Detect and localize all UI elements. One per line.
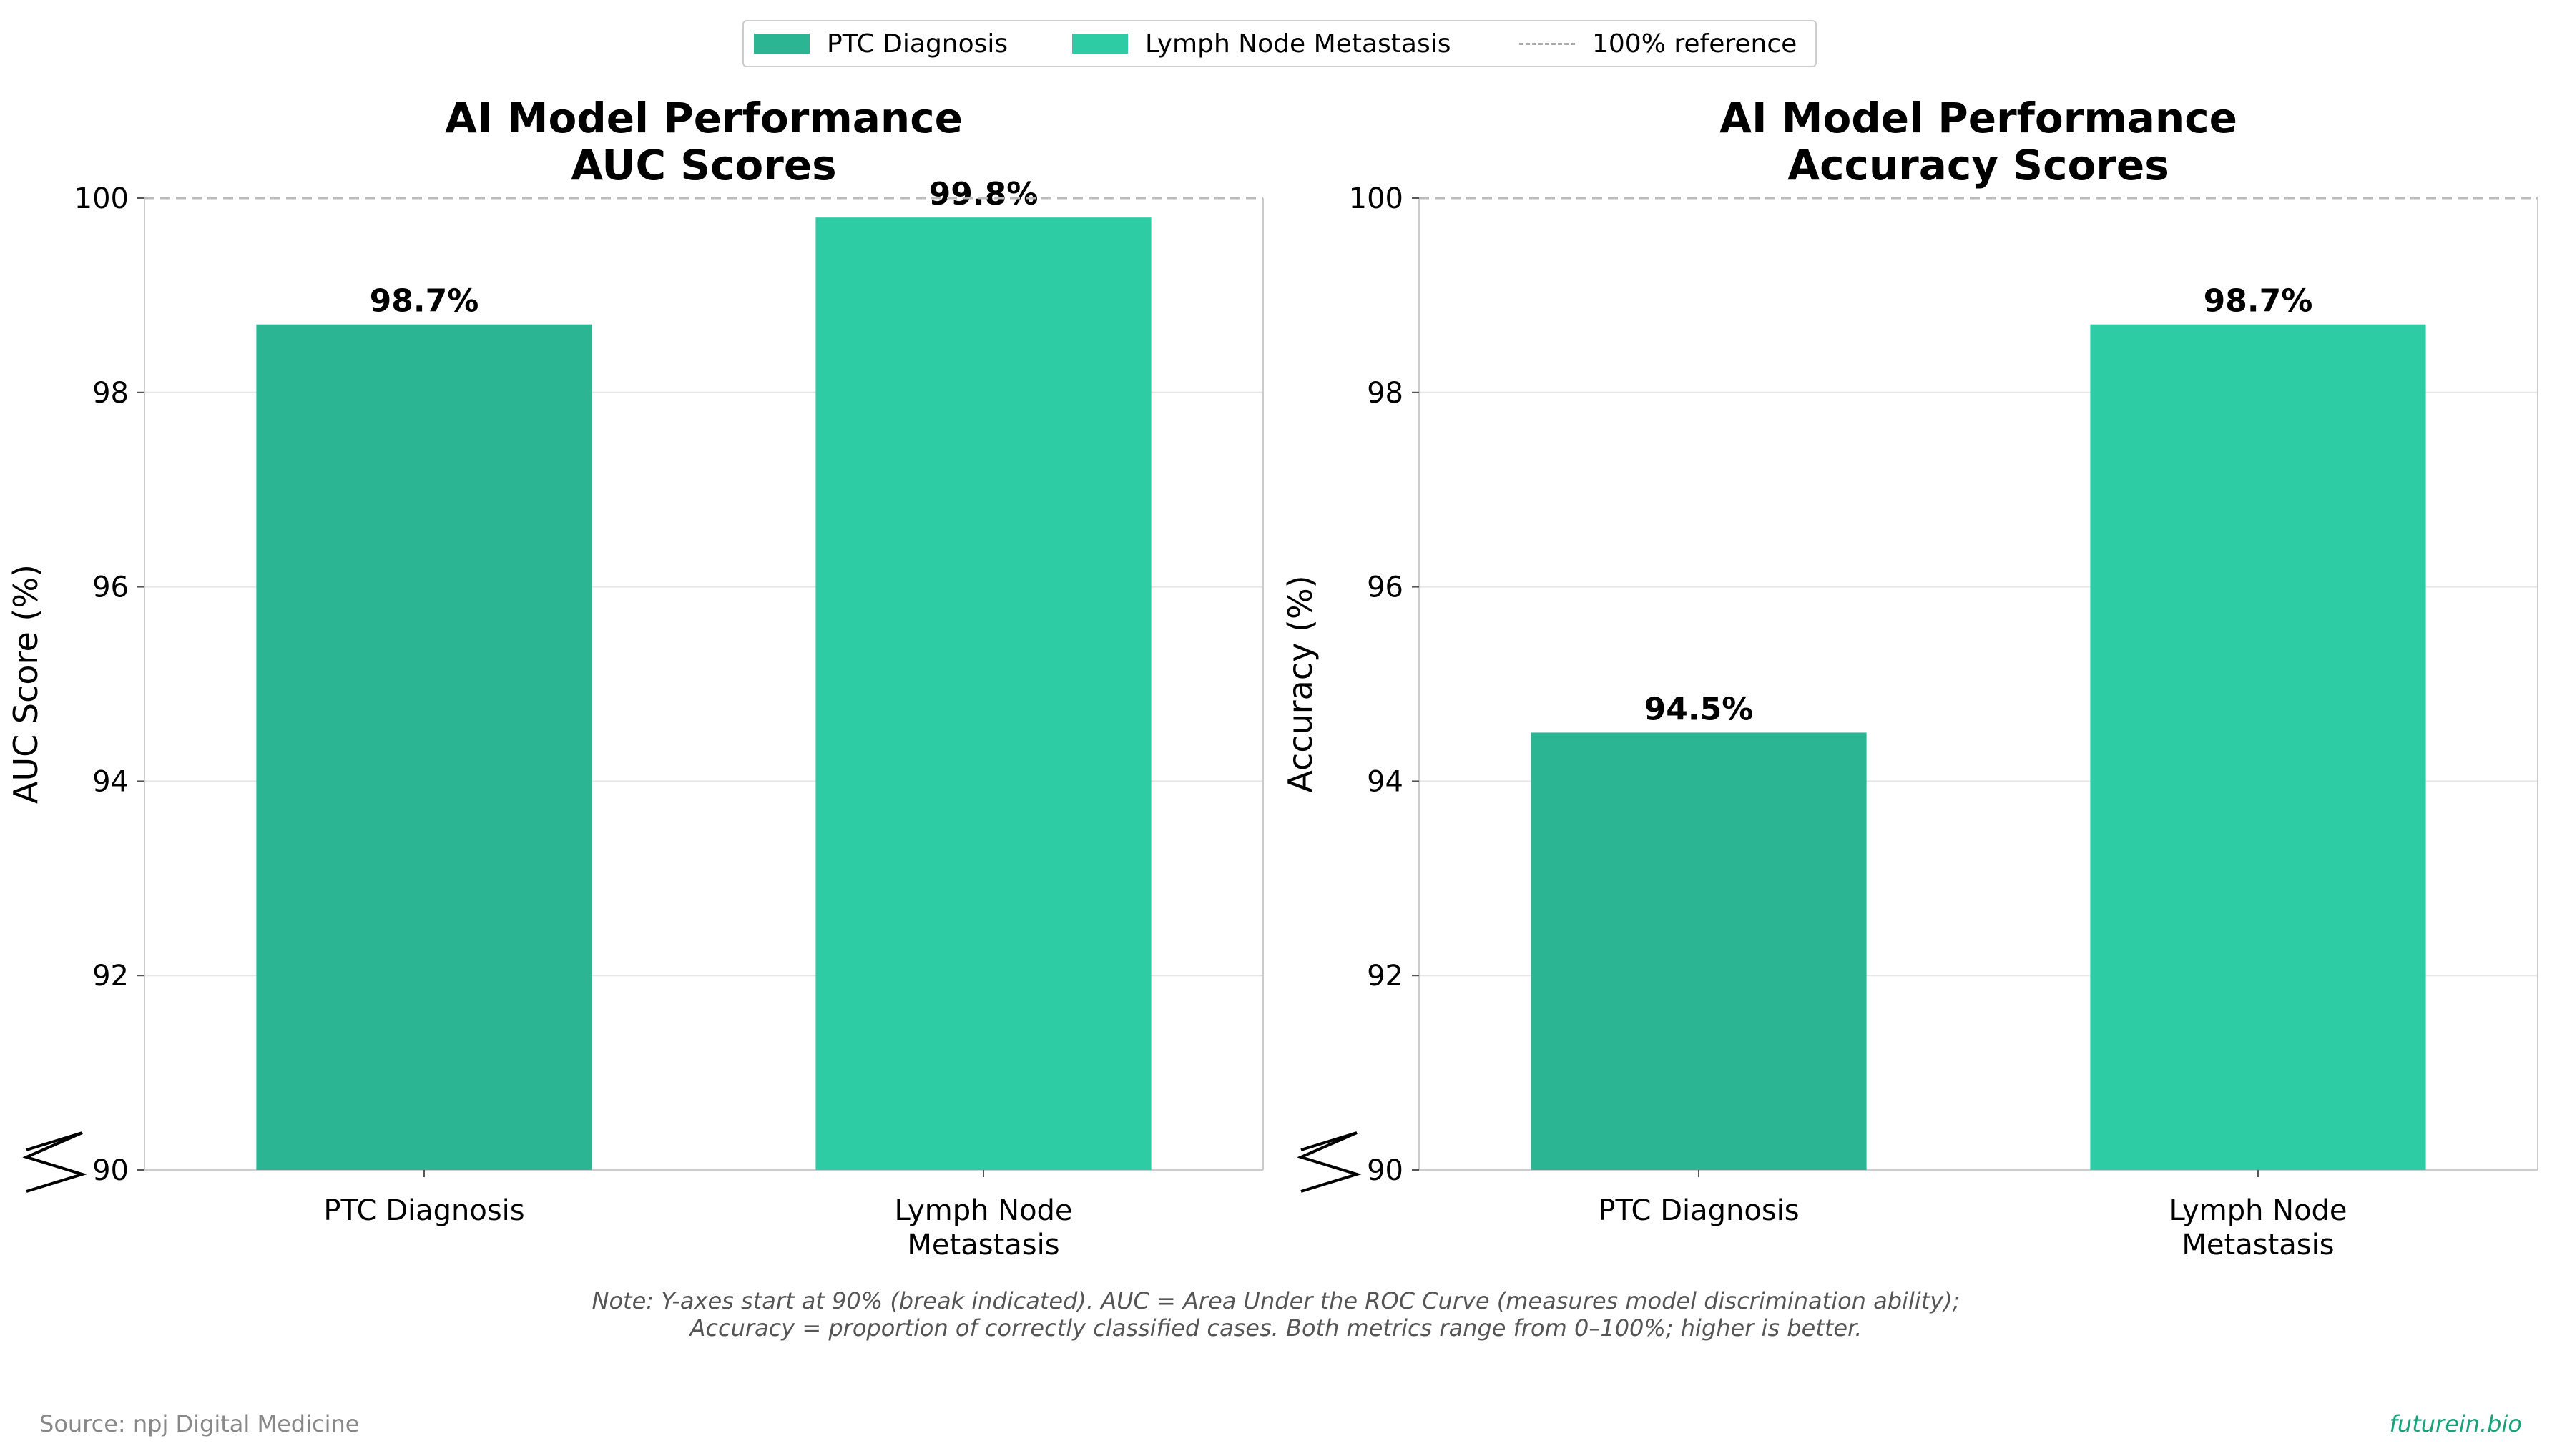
y-tick-label-2: 94 <box>1367 765 1403 798</box>
x-tick-label-line: PTC Diagnosis <box>323 1194 524 1227</box>
legend-swatch-ptc-diagnosis <box>754 34 810 54</box>
data-label-2: 99.8% <box>929 176 1039 212</box>
legend-label-reference: 100% reference <box>1592 29 1797 59</box>
footnote-line-2: Accuracy = proportion of correctly class… <box>689 1314 1863 1342</box>
legend-label-lymph-node-metastasis: Lymph Node Metastasis <box>1145 29 1451 59</box>
bar-1 <box>1531 732 1867 1170</box>
x-tick-label-1: PTC Diagnosis <box>323 1194 524 1227</box>
y-axis-label: AUC Score (%) <box>6 564 45 804</box>
x-tick-label-2: Lymph Node Metastasis <box>2169 1194 2347 1261</box>
x-tick-label-1: PTC Diagnosis <box>1598 1194 1799 1227</box>
y-tick-label-0: 90 <box>92 1154 129 1187</box>
y-tick-label-0: 90 <box>1367 1154 1403 1187</box>
bar-2 <box>815 217 1152 1171</box>
footnote-line-1: Note: Y-axes start at 90% (break indicat… <box>592 1287 1960 1314</box>
data-label-1: 98.7% <box>370 283 479 320</box>
x-tick-label-line: PTC Diagnosis <box>1598 1194 1799 1227</box>
chart-title-line-2: AUC Scores <box>571 141 836 190</box>
bar-1 <box>256 324 592 1170</box>
axis-break-mark <box>22 1131 87 1193</box>
legend-item-lymph-node-metastasis: Lymph Node Metastasis <box>1072 21 1451 66</box>
y-tick-label-4: 98 <box>92 377 129 410</box>
brand-credit: futurein.bio <box>2389 1410 2522 1437</box>
legend-swatch-lymph-node-metastasis <box>1072 34 1128 54</box>
x-tick-label-line: Lymph Node <box>894 1194 1072 1227</box>
legend-label-ptc-diagnosis: PTC Diagnosis <box>827 29 1008 59</box>
y-tick-label-5: 100 <box>1349 182 1403 215</box>
legend-dash-reference <box>1519 42 1575 45</box>
chart-panel-2: 94.5% PTC Diagnosis 98.7% Lymph Node Metasta… <box>1281 94 2538 1261</box>
x-tick-label-line: Lymph Node <box>2169 1194 2347 1227</box>
chart-title-line-2: Accuracy Scores <box>1787 141 2169 190</box>
data-label-2: 98.7% <box>2204 283 2313 320</box>
chart-title-line-1: AI Model Performance <box>445 94 963 142</box>
x-tick-label-line: Metastasis <box>2182 1229 2334 1261</box>
x-tick-label-2: Lymph Node Metastasis <box>894 1194 1072 1261</box>
y-tick-label-5: 100 <box>74 182 129 215</box>
y-tick-label-1: 92 <box>92 960 129 993</box>
x-tick-label-line: Metastasis <box>907 1229 1059 1261</box>
data-label-1: 94.5% <box>1644 691 1754 727</box>
legend-item-reference: 100% reference <box>1519 21 1797 66</box>
y-tick-label-1: 92 <box>1367 960 1403 993</box>
y-tick-label-3: 96 <box>1367 571 1403 604</box>
y-tick-label-4: 98 <box>1367 377 1403 410</box>
y-axis-label: Accuracy (%) <box>1281 575 1320 792</box>
legend-item-ptc-diagnosis: PTC Diagnosis <box>754 21 1008 66</box>
chart-panel-1: 98.7% PTC Diagnosis 99.8% Lymph Node Metasta… <box>6 94 1264 1261</box>
y-tick-label-2: 94 <box>92 765 129 798</box>
chart-legend: PTC Diagnosis Lymph Node Metastasis 100%… <box>742 20 1817 67</box>
bar-2 <box>2090 324 2426 1170</box>
axis-break-mark <box>1297 1131 1362 1193</box>
source-credit: Source: npj Digital Medicine <box>39 1410 360 1437</box>
chart-title-line-1: AI Model Performance <box>1719 94 2237 142</box>
y-tick-label-3: 96 <box>92 571 129 604</box>
